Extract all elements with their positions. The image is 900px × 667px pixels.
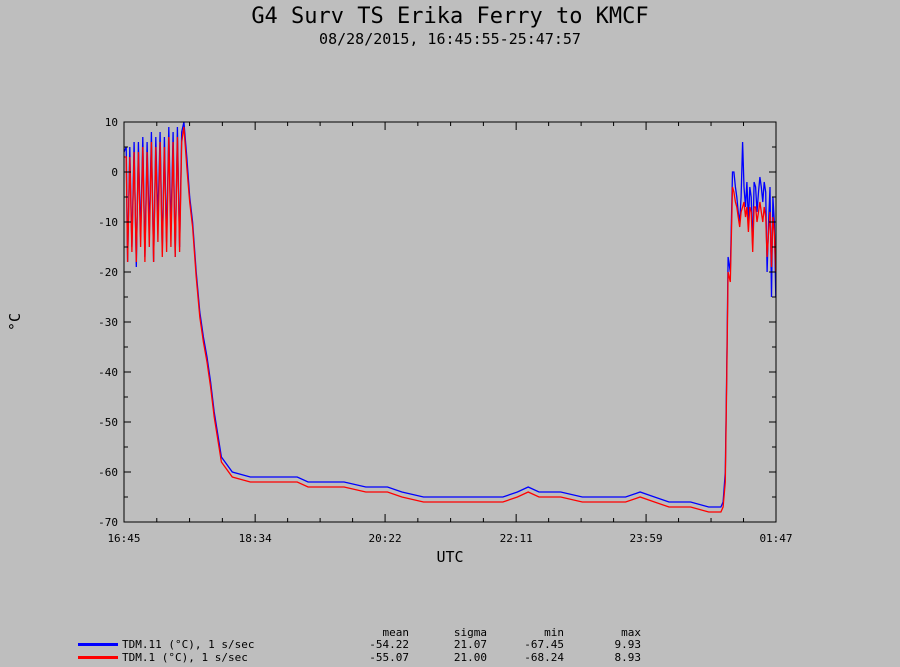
x-axis-title: UTC bbox=[436, 548, 463, 566]
y-tick-label: -70 bbox=[98, 516, 118, 529]
legend-swatch-red bbox=[78, 656, 118, 659]
series-line-tdm1 bbox=[124, 126, 777, 513]
y-tick-label: -50 bbox=[98, 416, 118, 429]
legend-label: TDM.1 (°C), 1 s/sec bbox=[122, 651, 248, 664]
x-tick-label: 22:11 bbox=[500, 532, 533, 545]
y-tick-label: -10 bbox=[98, 216, 118, 229]
x-tick-label: 16:45 bbox=[107, 532, 140, 545]
y-tick-label: 0 bbox=[111, 166, 118, 179]
legend-swatch-blue bbox=[78, 643, 118, 646]
stats-header-min: min bbox=[544, 626, 564, 639]
chart-subtitle: 08/28/2015, 16:45:55-25:47:57 bbox=[319, 30, 581, 48]
stat-min: -67.45 bbox=[524, 638, 564, 651]
stats-header-max: max bbox=[621, 626, 641, 639]
stats-header-sigma: sigma bbox=[453, 626, 487, 639]
stat-max: 8.93 bbox=[614, 651, 642, 664]
x-tick-label: 01:47 bbox=[759, 532, 792, 545]
y-tick-label: -30 bbox=[98, 316, 118, 329]
stat-sigma: 21.07 bbox=[453, 638, 487, 651]
stat-max: 9.93 bbox=[614, 638, 642, 651]
stat-min: -68.24 bbox=[524, 651, 564, 664]
legend-label: TDM.11 (°C), 1 s/sec bbox=[122, 638, 255, 651]
y-tick-label: -60 bbox=[98, 466, 118, 479]
legend-entry-tdm11: TDM.11 (°C), 1 s/sec -54.22 21.07 -67.45… bbox=[78, 638, 678, 651]
y-tick-label: -20 bbox=[98, 266, 118, 279]
stat-sigma: 21.00 bbox=[453, 651, 487, 664]
x-tick-label: 20:22 bbox=[369, 532, 402, 545]
stat-mean: -54.22 bbox=[369, 638, 409, 651]
y-tick-label: 10 bbox=[105, 116, 118, 129]
stat-mean: -55.07 bbox=[369, 651, 409, 664]
x-tick-label: 18:34 bbox=[239, 532, 272, 545]
x-tick-label: 23:59 bbox=[630, 532, 663, 545]
chart-title: G4 Surv TS Erika Ferry to KMCF bbox=[251, 4, 649, 29]
y-tick-label: -40 bbox=[98, 366, 118, 379]
stats-header-mean: mean bbox=[382, 626, 410, 639]
series-line-tdm11 bbox=[123, 121, 777, 508]
legend-entry-tdm1: TDM.1 (°C), 1 s/sec -55.07 21.00 -68.24 … bbox=[78, 651, 678, 664]
y-axis-title: °C bbox=[6, 313, 24, 331]
